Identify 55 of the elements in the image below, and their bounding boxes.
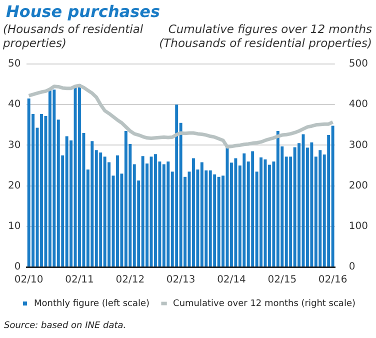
bar bbox=[310, 142, 314, 266]
y2-tick-label: 100 bbox=[348, 220, 368, 232]
y2-axis-title: Cumulative figures over 12 months (Thousands of residential properties) bbox=[158, 22, 372, 50]
bar bbox=[141, 156, 144, 266]
bar bbox=[154, 154, 157, 266]
y-tick-label: 50 bbox=[8, 58, 21, 70]
y2-tick-label: 400 bbox=[348, 99, 368, 110]
bar bbox=[208, 170, 212, 266]
x-tick-label: 02/14 bbox=[217, 274, 246, 286]
bar bbox=[192, 158, 195, 266]
y2-tick-label: 0 bbox=[348, 262, 356, 273]
x-tick-label: 02/16 bbox=[318, 274, 348, 286]
y-axis-title: (Housands of residential properties) bbox=[3, 22, 144, 50]
bar bbox=[331, 126, 334, 266]
bar bbox=[116, 155, 119, 266]
y-tick-label: 0 bbox=[14, 262, 21, 273]
y2-tick-label: 500 bbox=[348, 58, 368, 70]
bar bbox=[213, 174, 216, 266]
bar bbox=[27, 98, 30, 266]
bar bbox=[40, 114, 43, 266]
bar bbox=[162, 164, 166, 266]
x-tick-label: 02/15 bbox=[268, 274, 297, 286]
bar bbox=[90, 141, 94, 266]
chart-title: House purchases bbox=[6, 2, 160, 21]
bar bbox=[103, 156, 106, 266]
x-tick-label: 02/13 bbox=[166, 274, 196, 286]
bar bbox=[99, 152, 102, 266]
legend-label: Cumulative over 12 months (right scale) bbox=[173, 298, 356, 309]
bar bbox=[52, 90, 56, 266]
bar bbox=[234, 158, 238, 266]
bar bbox=[242, 153, 246, 266]
legend-label: Monthly figure (left scale) bbox=[34, 298, 150, 309]
bar bbox=[74, 86, 77, 266]
bar bbox=[200, 162, 204, 266]
bar bbox=[260, 157, 263, 266]
bar bbox=[251, 151, 254, 266]
bar bbox=[166, 161, 170, 266]
y-tick-label: 10 bbox=[8, 220, 21, 232]
y-tick-label: 40 bbox=[8, 99, 21, 110]
y-tick-label: 30 bbox=[8, 140, 21, 151]
bar bbox=[48, 90, 52, 266]
bar bbox=[318, 150, 322, 266]
x-tick-label: 02/10 bbox=[14, 274, 44, 286]
y-tick-label: 20 bbox=[8, 180, 21, 192]
bar bbox=[65, 136, 68, 266]
bar bbox=[124, 130, 128, 266]
bar bbox=[175, 104, 178, 266]
x-tick-label: 02/12 bbox=[116, 274, 145, 286]
source-note: Source: based on INE data. bbox=[4, 321, 126, 331]
bar bbox=[276, 130, 280, 266]
x-tick-label: 02/11 bbox=[65, 274, 94, 286]
y2-tick-label: 300 bbox=[348, 140, 368, 151]
y2-tick-label: 200 bbox=[348, 180, 368, 192]
bar bbox=[293, 147, 296, 266]
bar bbox=[217, 176, 220, 266]
